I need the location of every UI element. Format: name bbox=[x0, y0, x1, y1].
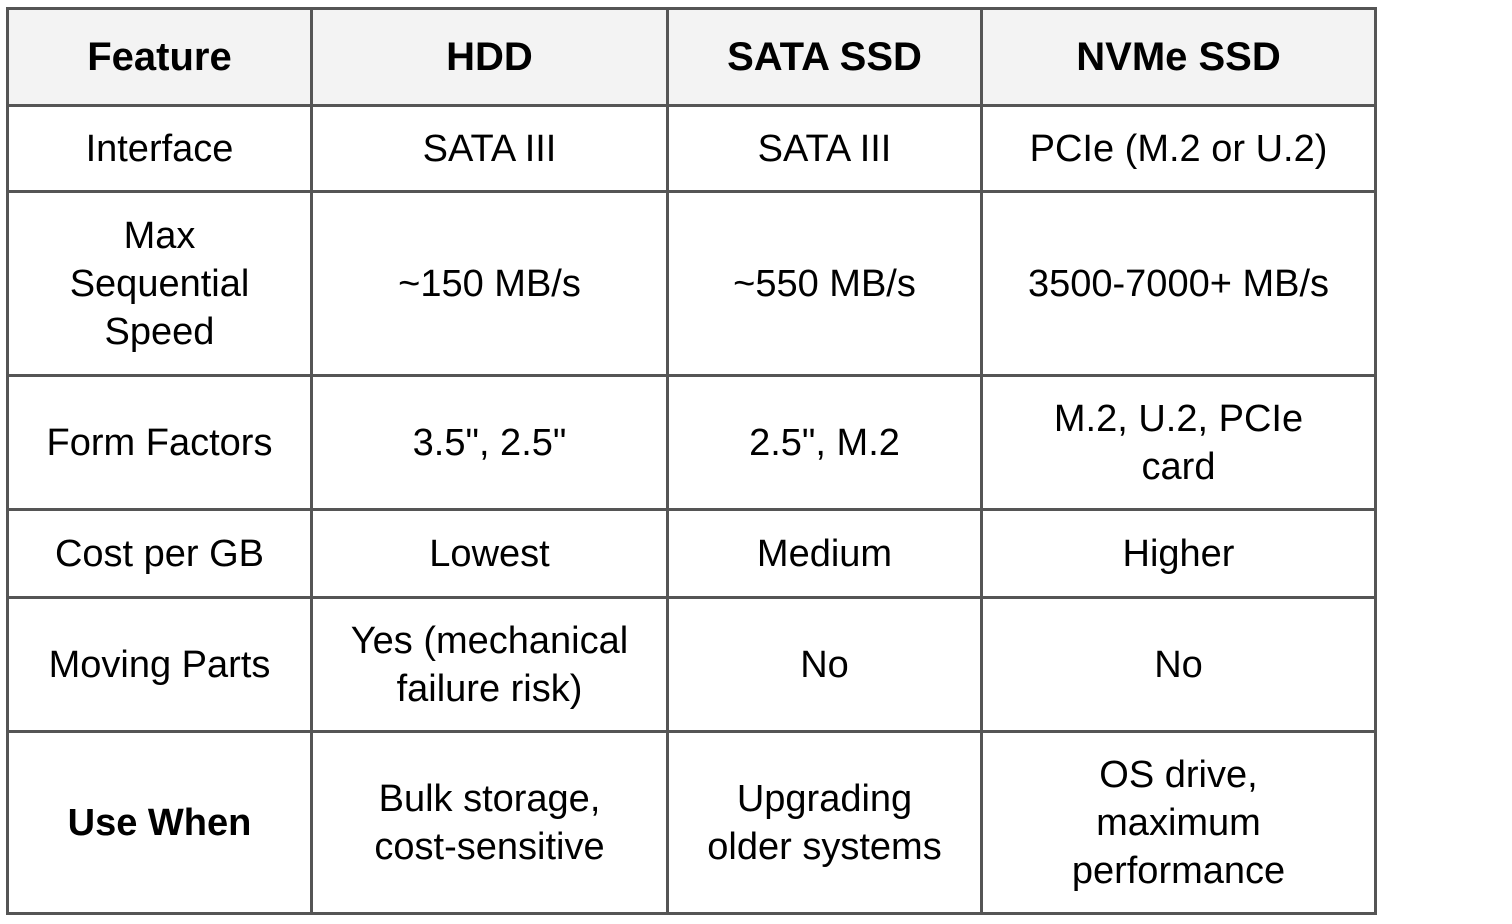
sata-ssd-cell: SATA III bbox=[666, 104, 983, 193]
storage-comparison-table: Feature HDD SATA SSD NVMe SSD Interface … bbox=[6, 7, 1377, 915]
sata-ssd-cell: ~550 MB/s bbox=[666, 190, 983, 377]
feature-cell: Interface bbox=[6, 104, 313, 193]
sata-ssd-cell: Medium bbox=[666, 508, 983, 599]
table-row: Moving Parts Yes (mechanical failure ris… bbox=[6, 596, 1377, 733]
nvme-ssd-cell: OS drive, maximum performance bbox=[980, 730, 1377, 915]
table-row: Max Sequential Speed ~150 MB/s ~550 MB/s… bbox=[6, 190, 1377, 377]
comparison-table-container: Feature HDD SATA SSD NVMe SSD Interface … bbox=[6, 7, 1377, 915]
nvme-ssd-cell: Higher bbox=[980, 508, 1377, 599]
hdd-cell: 3.5", 2.5" bbox=[310, 374, 669, 511]
hdd-cell: Yes (mechanical failure risk) bbox=[310, 596, 669, 733]
sata-ssd-cell: No bbox=[666, 596, 983, 733]
nvme-ssd-cell: 3500-7000+ MB/s bbox=[980, 190, 1377, 377]
nvme-ssd-cell: No bbox=[980, 596, 1377, 733]
header-hdd: HDD bbox=[310, 7, 669, 107]
hdd-cell: Lowest bbox=[310, 508, 669, 599]
table-row: Use When Bulk storage, cost-sensitive Up… bbox=[6, 730, 1377, 915]
header-sata-ssd: SATA SSD bbox=[666, 7, 983, 107]
feature-cell: Form Factors bbox=[6, 374, 313, 511]
nvme-ssd-cell: PCIe (M.2 or U.2) bbox=[980, 104, 1377, 193]
table-row: Cost per GB Lowest Medium Higher bbox=[6, 508, 1377, 599]
table-row: Form Factors 3.5", 2.5" 2.5", M.2 M.2, U… bbox=[6, 374, 1377, 511]
header-row: Feature HDD SATA SSD NVMe SSD bbox=[6, 7, 1377, 107]
hdd-cell: Bulk storage, cost-sensitive bbox=[310, 730, 669, 915]
feature-cell: Max Sequential Speed bbox=[6, 190, 313, 377]
feature-cell: Moving Parts bbox=[6, 596, 313, 733]
table-row: Interface SATA III SATA III PCIe (M.2 or… bbox=[6, 104, 1377, 193]
nvme-ssd-cell: M.2, U.2, PCIe card bbox=[980, 374, 1377, 511]
sata-ssd-cell: Upgrading older systems bbox=[666, 730, 983, 915]
feature-cell: Cost per GB bbox=[6, 508, 313, 599]
header-nvme-ssd: NVMe SSD bbox=[980, 7, 1377, 107]
header-feature: Feature bbox=[6, 7, 313, 107]
hdd-cell: ~150 MB/s bbox=[310, 190, 669, 377]
feature-cell: Use When bbox=[6, 730, 313, 915]
hdd-cell: SATA III bbox=[310, 104, 669, 193]
sata-ssd-cell: 2.5", M.2 bbox=[666, 374, 983, 511]
